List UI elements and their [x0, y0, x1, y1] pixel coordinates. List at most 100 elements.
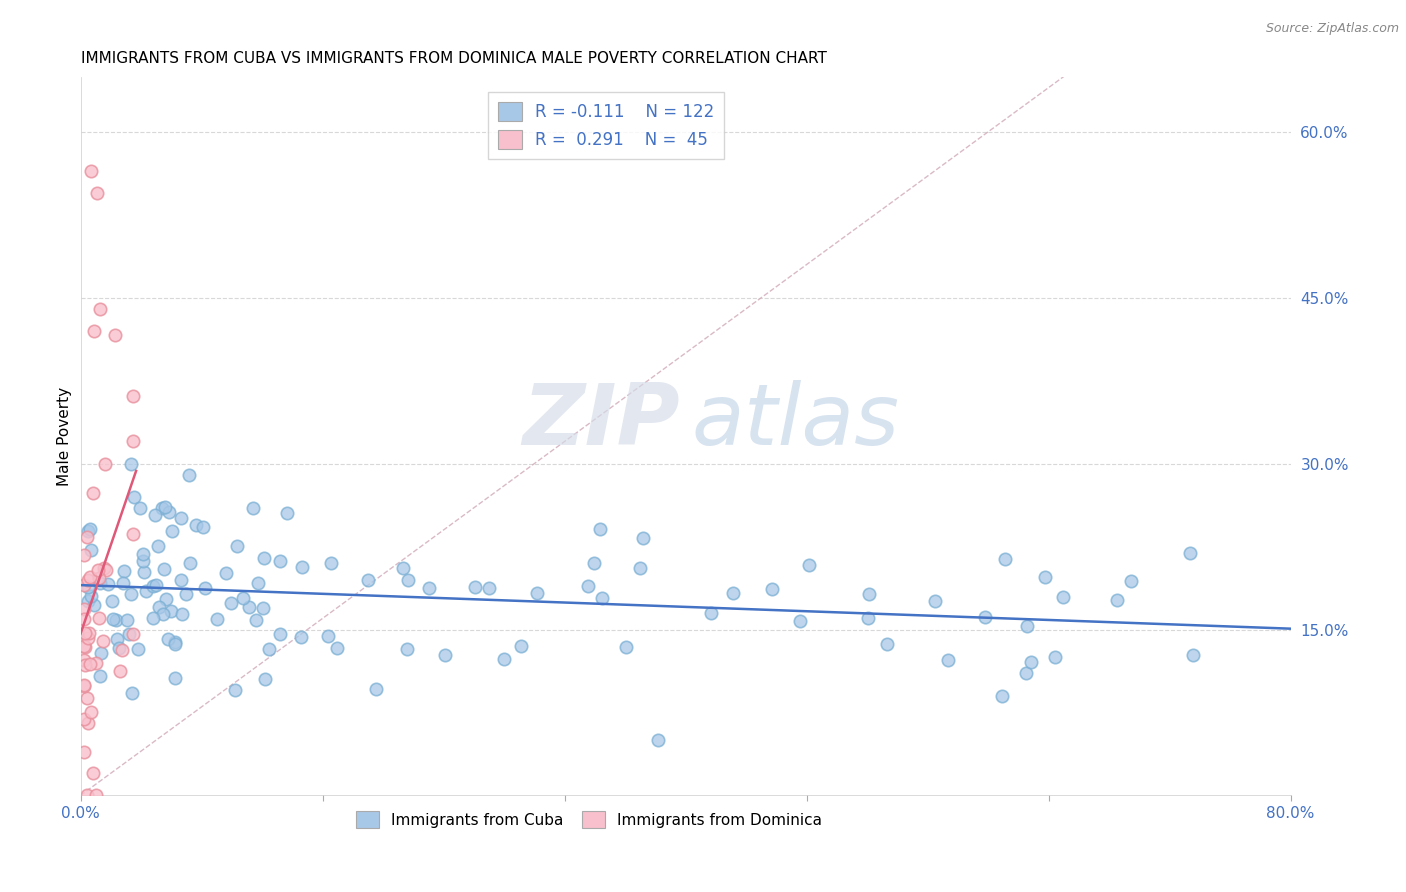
- Point: [856, 611, 879, 625]
- Point: [936, 653, 959, 667]
- Point: [80, 705, 103, 719]
- Point: [89, 669, 111, 683]
- Point: [174, 587, 197, 601]
- Point: [253, 550, 276, 565]
- Point: [1107, 593, 1129, 607]
- Point: [238, 600, 260, 615]
- Point: [104, 328, 127, 343]
- Point: [72, 639, 94, 653]
- Point: [316, 629, 339, 643]
- Point: [232, 591, 254, 605]
- Point: [80, 163, 103, 178]
- Point: [510, 639, 533, 653]
- Point: [789, 614, 811, 628]
- Point: [86, 186, 108, 200]
- Point: [1043, 649, 1066, 664]
- Point: [72, 712, 94, 726]
- Point: [76, 631, 98, 645]
- Point: [94, 563, 117, 577]
- Point: [146, 539, 169, 553]
- Point: [73, 602, 96, 616]
- Point: [357, 573, 380, 587]
- Point: [364, 682, 387, 697]
- Point: [80, 589, 103, 603]
- Point: [215, 566, 238, 581]
- Point: [77, 716, 100, 731]
- Point: [163, 637, 186, 651]
- Point: [84, 657, 107, 671]
- Point: [143, 508, 166, 522]
- Point: [72, 612, 94, 626]
- Point: [162, 524, 184, 538]
- Point: [82, 486, 104, 500]
- Point: [591, 591, 613, 605]
- Point: [127, 642, 149, 657]
- Point: [112, 575, 135, 590]
- Point: [321, 557, 343, 571]
- Point: [77, 625, 100, 640]
- Point: [72, 679, 94, 693]
- Point: [153, 562, 176, 576]
- Point: [253, 672, 276, 686]
- Point: [75, 626, 97, 640]
- Legend: Immigrants from Cuba, Immigrants from Dominica: Immigrants from Cuba, Immigrants from Do…: [350, 805, 828, 835]
- Point: [1015, 666, 1038, 681]
- Point: [165, 635, 187, 649]
- Text: Source: ZipAtlas.com: Source: ZipAtlas.com: [1265, 22, 1399, 36]
- Point: [290, 630, 312, 644]
- Point: [77, 593, 100, 607]
- Point: [120, 587, 142, 601]
- Point: [163, 671, 186, 685]
- Point: [122, 490, 145, 504]
- Point: [219, 596, 242, 610]
- Point: [252, 601, 274, 615]
- Point: [1033, 570, 1056, 584]
- Point: [87, 571, 110, 585]
- Point: [118, 627, 141, 641]
- Point: [75, 640, 97, 654]
- Point: [108, 640, 131, 655]
- Point: [77, 524, 100, 538]
- Point: [91, 633, 114, 648]
- Point: [170, 511, 193, 525]
- Point: [76, 690, 98, 705]
- Point: [225, 540, 247, 554]
- Point: [1052, 590, 1074, 604]
- Point: [76, 789, 98, 803]
- Point: [186, 518, 208, 533]
- Point: [478, 581, 501, 595]
- Point: [576, 579, 599, 593]
- Point: [194, 581, 217, 595]
- Point: [79, 522, 101, 536]
- Point: [191, 519, 214, 533]
- Point: [145, 578, 167, 592]
- Point: [122, 526, 145, 541]
- Point: [142, 579, 165, 593]
- Point: [152, 500, 174, 515]
- Text: IMMIGRANTS FROM CUBA VS IMMIGRANTS FROM DOMINICA MALE POVERTY CORRELATION CHART: IMMIGRANTS FROM CUBA VS IMMIGRANTS FROM …: [80, 51, 827, 66]
- Point: [994, 551, 1017, 566]
- Point: [131, 547, 153, 561]
- Point: [132, 565, 155, 579]
- Point: [83, 598, 105, 612]
- Point: [72, 653, 94, 667]
- Point: [100, 593, 122, 607]
- Point: [433, 648, 456, 662]
- Point: [1119, 574, 1142, 588]
- Point: [526, 586, 548, 600]
- Point: [121, 686, 143, 700]
- Point: [1180, 546, 1202, 560]
- Point: [72, 746, 94, 760]
- Point: [1182, 648, 1205, 663]
- Point: [122, 434, 145, 448]
- Point: [160, 605, 183, 619]
- Text: atlas: atlas: [692, 380, 900, 463]
- Point: [170, 607, 193, 621]
- Point: [179, 556, 201, 570]
- Point: [90, 646, 112, 660]
- Point: [799, 558, 821, 572]
- Point: [155, 591, 177, 606]
- Point: [153, 500, 176, 515]
- Point: [122, 389, 145, 403]
- Point: [631, 531, 654, 545]
